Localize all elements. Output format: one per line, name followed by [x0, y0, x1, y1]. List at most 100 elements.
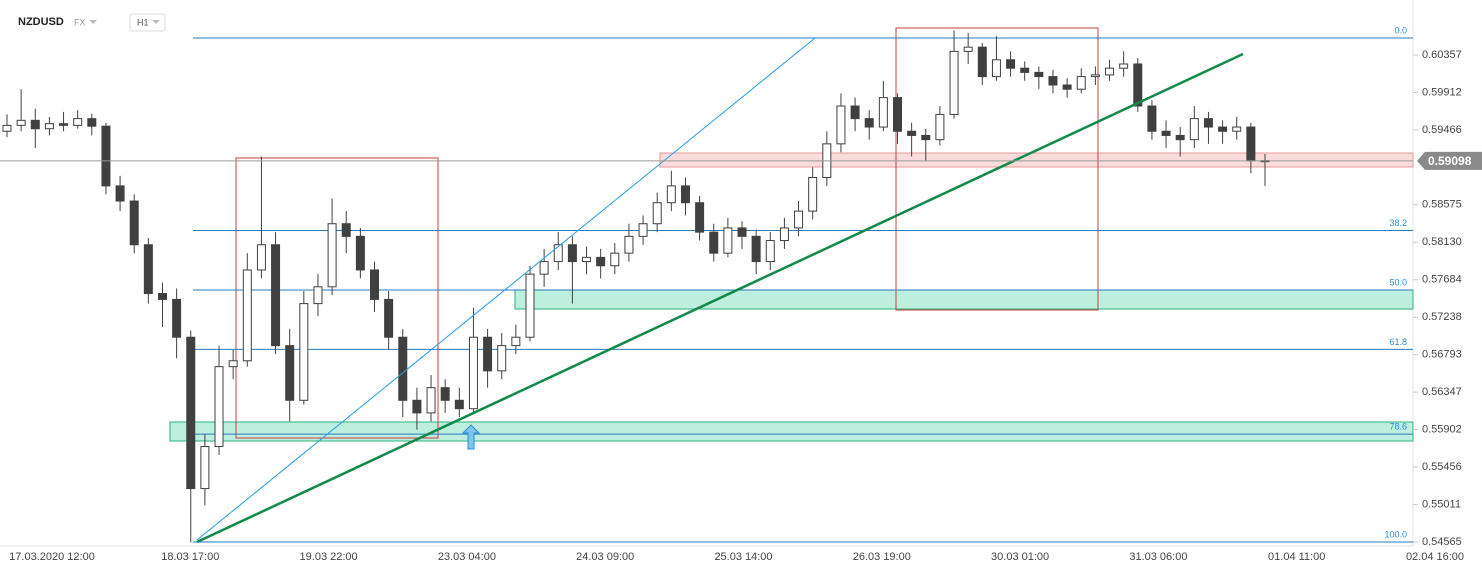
candle-body	[271, 244, 281, 347]
x-tick-label: 25.03 14:00	[714, 551, 772, 563]
y-tick-label: 0.55456	[1422, 461, 1462, 473]
candle-body	[1062, 84, 1072, 90]
candle-body	[355, 235, 365, 271]
candle-body	[794, 210, 804, 229]
candle-body	[935, 113, 945, 141]
candle-body	[666, 185, 676, 204]
candle-body	[242, 269, 252, 362]
candle-body	[1175, 134, 1185, 141]
candle-body	[256, 244, 266, 271]
candle-body	[59, 123, 69, 126]
x-tick-label: 17.03.2020 12:00	[9, 551, 95, 563]
candle-body	[1105, 67, 1115, 76]
x-tick-label: 30.03 01:00	[991, 551, 1049, 563]
dropdown-icon	[152, 20, 160, 24]
candle-body	[892, 97, 902, 132]
candle-body	[157, 293, 167, 300]
candle-body	[412, 399, 422, 414]
candle-body	[327, 223, 337, 288]
candle-body	[1006, 59, 1016, 69]
candle-body	[610, 252, 620, 267]
candle-body	[949, 50, 959, 115]
candle-body	[186, 336, 196, 490]
candle-body	[454, 399, 464, 410]
candle-body	[228, 360, 238, 368]
fib-label: 50.0	[1389, 277, 1407, 287]
candle-body	[596, 256, 606, 267]
candle-body	[836, 105, 846, 145]
candle-body	[652, 202, 662, 225]
candle-body	[963, 46, 973, 52]
candle-body	[426, 387, 436, 414]
candle-body	[991, 59, 1001, 78]
candle-body	[497, 345, 507, 372]
range-box	[895, 27, 1099, 311]
candle-body	[525, 273, 535, 338]
x-tick-label: 23.03 04:00	[438, 551, 496, 563]
candle-body	[172, 298, 182, 338]
range-box	[235, 157, 439, 439]
candle-body	[115, 185, 125, 202]
candle-body	[285, 345, 295, 401]
candle-body	[1203, 118, 1213, 128]
candle-body	[680, 185, 690, 204]
trend-line	[196, 52, 1244, 544]
candle-body	[73, 118, 83, 126]
fib-label: 100.0	[1384, 529, 1407, 539]
candle-body	[624, 235, 634, 254]
last-price-label: 0.59098	[1428, 154, 1472, 168]
candle-body	[977, 46, 987, 78]
candle-body	[214, 366, 224, 448]
fib-label: 78.6	[1389, 421, 1407, 431]
candle-body	[1232, 126, 1242, 132]
candle-body	[1034, 71, 1044, 78]
candle-body	[1161, 130, 1171, 136]
candle-body	[723, 227, 733, 254]
candle-body	[1020, 67, 1030, 73]
fib-label: 61.8	[1389, 337, 1407, 347]
candle-body	[483, 336, 493, 372]
interval-select[interactable]	[129, 13, 166, 32]
fib-label: 38.2	[1389, 218, 1407, 228]
candle-body	[907, 130, 917, 136]
candle-body	[1133, 63, 1143, 107]
market: FX	[74, 17, 86, 27]
candle-body	[313, 286, 323, 305]
dropdown-icon[interactable]	[89, 20, 97, 24]
candle-body	[384, 298, 394, 338]
resistance-zone	[659, 152, 1414, 168]
candle-body	[582, 256, 592, 263]
candle-body	[751, 235, 761, 263]
candle-body	[398, 336, 408, 401]
y-tick-label: 0.55011	[1422, 498, 1461, 510]
x-tick-label: 01.04 11:00	[1268, 551, 1325, 563]
y-tick-label: 0.58575	[1422, 199, 1462, 211]
candle-body	[808, 176, 818, 212]
candle-body	[1048, 76, 1058, 86]
support-zone	[169, 421, 1414, 442]
candle-body	[511, 336, 521, 347]
y-tick-label: 0.55902	[1422, 423, 1462, 435]
candle-body	[1246, 126, 1256, 162]
candle-body	[737, 227, 747, 237]
candle-body	[921, 134, 931, 141]
symbol: NZDUSD	[18, 16, 64, 28]
candle-body	[864, 118, 874, 128]
x-tick-label: 24.03 09:00	[576, 551, 634, 563]
candle-body	[850, 105, 860, 120]
candle-body	[567, 244, 577, 263]
y-tick-label: 0.57684	[1422, 274, 1462, 286]
candle-body	[765, 240, 775, 263]
candle-body	[143, 244, 153, 295]
up-arrow	[461, 424, 481, 450]
candle-body	[709, 231, 719, 254]
candle-body	[1218, 126, 1228, 132]
x-tick-label: 19.03 22:00	[300, 551, 358, 563]
x-tick-label: 02.04 16:00	[1406, 551, 1464, 563]
candle-body	[1090, 74, 1100, 78]
candle-body	[539, 261, 549, 275]
candle-body	[200, 446, 210, 490]
candle-body	[341, 223, 351, 237]
y-tick-label: 0.54565	[1422, 536, 1462, 548]
candle-body	[1119, 63, 1129, 69]
